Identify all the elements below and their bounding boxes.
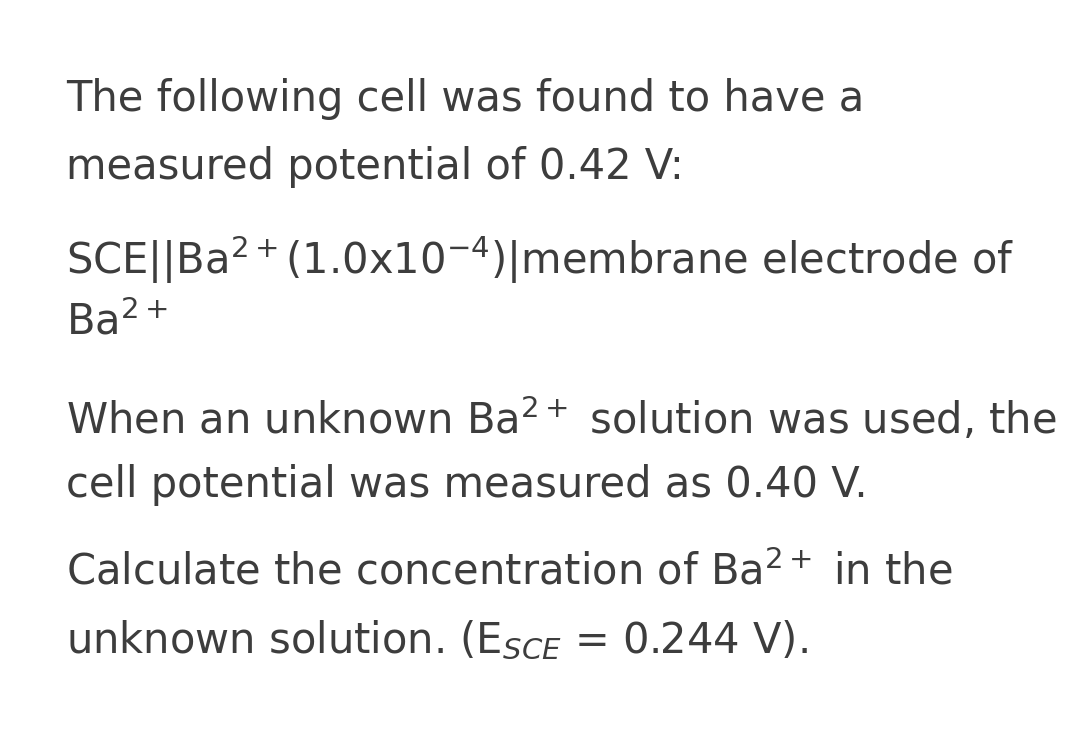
Text: unknown solution. (E$_{SCE}$ = 0.244 V).: unknown solution. (E$_{SCE}$ = 0.244 V). xyxy=(66,619,808,662)
Text: Ba$^{2+}$: Ba$^{2+}$ xyxy=(66,301,168,343)
Text: Calculate the concentration of Ba$^{2+}$ in the: Calculate the concentration of Ba$^{2+}$… xyxy=(66,551,952,593)
Text: cell potential was measured as 0.40 V.: cell potential was measured as 0.40 V. xyxy=(66,464,868,506)
Text: SCE||Ba$^{2+}$(1.0x10$^{-4}$)|membrane electrode of: SCE||Ba$^{2+}$(1.0x10$^{-4}$)|membrane e… xyxy=(66,233,1014,286)
Text: When an unknown Ba$^{2+}$ solution was used, the: When an unknown Ba$^{2+}$ solution was u… xyxy=(66,396,1057,443)
Text: measured potential of 0.42 V:: measured potential of 0.42 V: xyxy=(66,146,684,188)
Text: The following cell was found to have a: The following cell was found to have a xyxy=(66,78,865,120)
